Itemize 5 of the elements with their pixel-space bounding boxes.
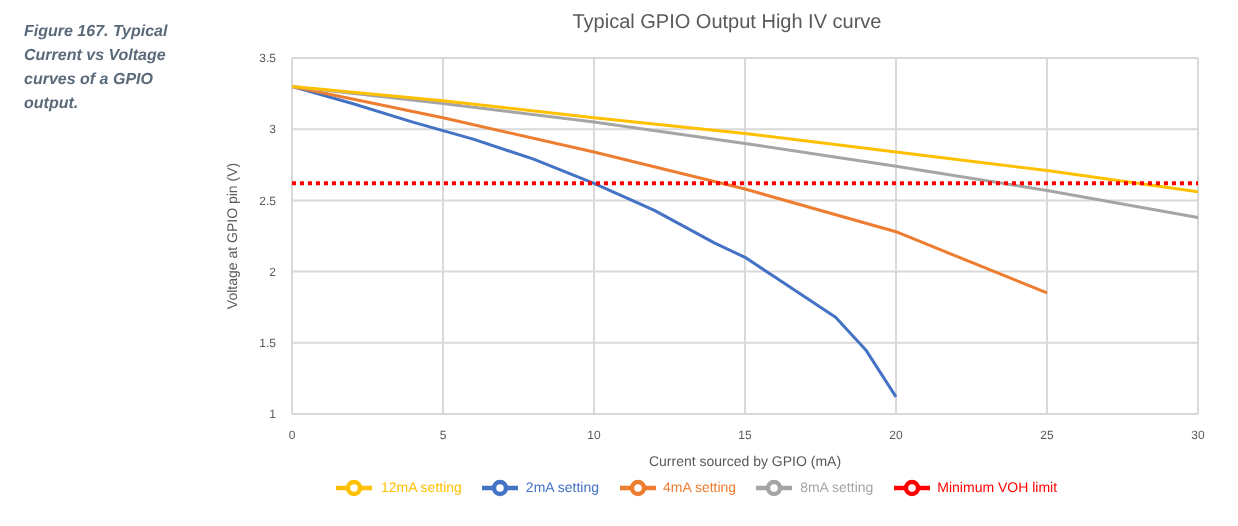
caption: Figure 167. Typical Current vs Voltage curves of a GPIO output. bbox=[24, 20, 170, 116]
line-series bbox=[292, 84, 898, 399]
chart-title: Typical GPIO Output High IV curve bbox=[570, 12, 884, 34]
line-series bbox=[292, 84, 1198, 194]
line-series bbox=[292, 84, 1049, 295]
